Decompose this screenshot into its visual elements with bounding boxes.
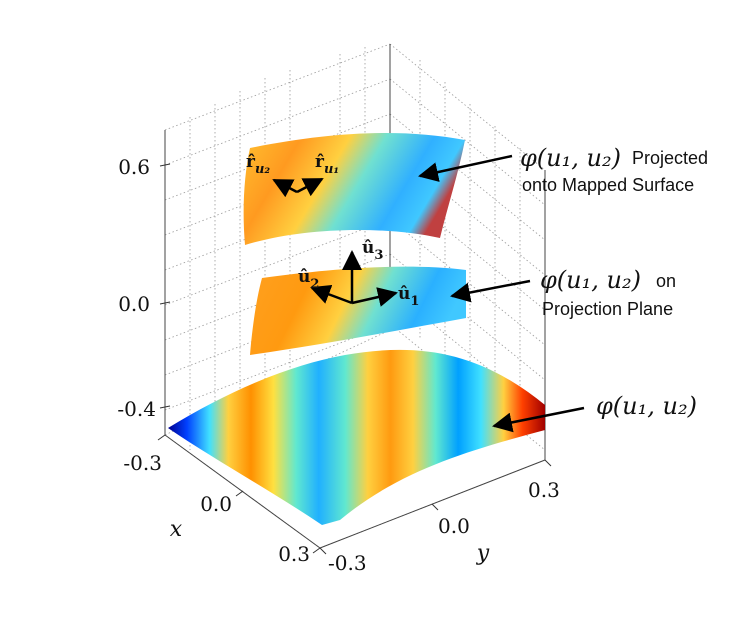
x-tick-neg-0.3: -0.3	[123, 451, 162, 475]
x-axis-label: x	[170, 517, 183, 542]
y-tick-0.0: 0.0	[438, 514, 470, 538]
z-tick-neg-0.4: -0.4	[117, 397, 156, 421]
vector-r-u2-label: r̂u₂	[246, 152, 270, 177]
bottom-annotation-math: φ(u₁, u₂)	[596, 392, 697, 420]
annotation-arrows	[418, 154, 585, 433]
tick-marks	[157, 163, 552, 555]
vector-u2-label: û2	[298, 267, 319, 292]
middle-surface	[250, 266, 466, 355]
middle-annotation-math: φ(u₁, u₂)	[540, 266, 641, 294]
x-tick-0.0: 0.0	[200, 492, 232, 516]
middle-vectors	[310, 250, 398, 307]
top-annotation-word2: onto Mapped Surface	[522, 175, 694, 195]
z-tick-0.0: 0.0	[118, 292, 150, 316]
middle-annotation-word1: on	[656, 271, 676, 291]
top-vectors	[272, 177, 324, 198]
bottom-surface	[168, 349, 545, 525]
top-annotation-word1: Projected	[632, 148, 708, 168]
vector-u3-label: û3	[362, 238, 383, 263]
y-axis-label: y	[476, 541, 490, 566]
vector-u1-label: û1	[398, 284, 419, 309]
y-tick-neg-0.3: -0.3	[328, 551, 367, 575]
z-tick-0.6: 0.6	[118, 155, 150, 179]
top-annotation-math: φ(u₁, u₂)	[520, 144, 621, 172]
middle-annotation-word2: Projection Plane	[542, 299, 673, 319]
y-tick-0.3: 0.3	[528, 478, 560, 502]
top-surface	[243, 133, 465, 245]
vector-r-u1-label: r̂u₁	[315, 152, 339, 177]
x-tick-0.3: 0.3	[278, 542, 310, 566]
